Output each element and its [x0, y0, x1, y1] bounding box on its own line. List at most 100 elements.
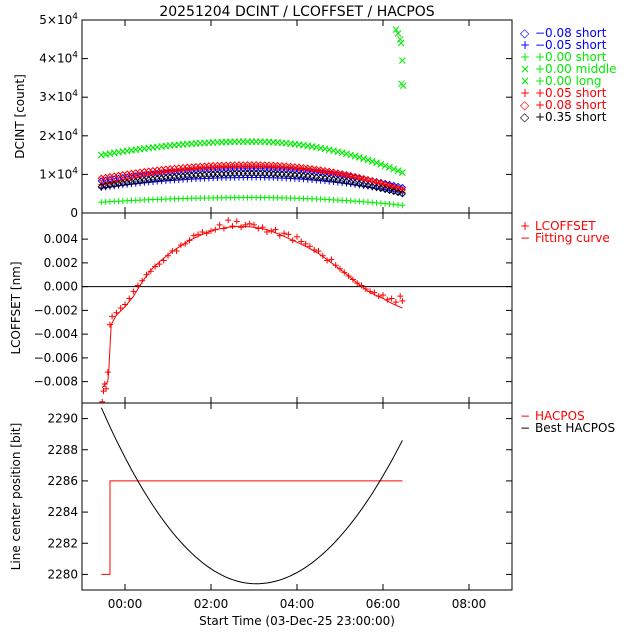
data-point — [397, 39, 405, 47]
plot-frame — [81, 19, 513, 214]
y-tick-label: 2284 — [47, 505, 78, 519]
legend-label: +0.08 short — [535, 98, 607, 112]
data-point — [398, 189, 407, 198]
data-point — [246, 220, 253, 227]
y-tick-label: 4×104 — [39, 51, 78, 66]
x-axis-label: Start Time (03-Dec-25 23:00:00) — [199, 614, 395, 628]
data-point — [325, 167, 333, 176]
legend-label: +0.05 short — [535, 86, 607, 100]
data-point — [233, 218, 240, 225]
data-point — [325, 175, 333, 183]
panel-3: 2280 2282 2284 2286 2288 2290 Line center posi… — [9, 402, 615, 591]
x-tick-label: 06:00 — [366, 597, 401, 611]
legend-label: −0.08 short — [535, 26, 607, 40]
legend-marker: − — [520, 409, 530, 423]
data-point — [347, 171, 355, 180]
legend-marker: × — [520, 62, 530, 76]
data-point — [360, 155, 368, 162]
data-point — [399, 82, 407, 89]
data-point — [399, 297, 406, 304]
data-point — [377, 179, 385, 187]
data-point — [342, 170, 351, 179]
data-point — [392, 299, 399, 306]
y-tick-label: 0.004 — [44, 232, 78, 246]
y-tick-label: −0.004 — [34, 327, 78, 341]
series-2 — [100, 407, 403, 585]
x-axis-ticks: 00:00 02:00 04:00 06:00 08:00 — [108, 597, 487, 611]
data-point — [324, 257, 331, 264]
data-point — [312, 165, 321, 174]
y-tick-label: 1×104 — [39, 166, 78, 181]
series-2 — [101, 225, 403, 388]
data-point — [381, 185, 389, 194]
y-tick-label: 2282 — [47, 536, 78, 550]
data-point — [373, 159, 380, 167]
x-tick-label: 04:00 — [280, 597, 315, 611]
data-point — [399, 202, 406, 209]
series-1 — [99, 217, 406, 403]
legend: + LCOFFSET− Fitting curve — [520, 219, 610, 245]
data-point — [101, 381, 108, 387]
data-point — [147, 268, 154, 275]
y-axis-label: Line center position [bit] — [9, 423, 23, 571]
y-tick-label: −0.002 — [34, 303, 78, 317]
data-point — [316, 174, 325, 182]
data-point — [394, 188, 402, 197]
data-point — [347, 178, 355, 187]
legend-label: Fitting curve — [535, 231, 610, 245]
data-point — [117, 305, 124, 311]
data-point — [398, 186, 407, 194]
data-point — [304, 164, 312, 172]
data-point — [334, 176, 342, 184]
data-point — [304, 172, 312, 181]
legend-label: +0.35 short — [535, 110, 607, 124]
data-point — [347, 151, 355, 159]
plot-area — [82, 217, 512, 403]
data-point — [104, 369, 111, 376]
legend: − HACPOS− Best HACPOS — [520, 409, 615, 435]
y-tick-label: 3×104 — [39, 89, 78, 104]
data-point — [388, 295, 395, 302]
data-point — [317, 144, 325, 152]
data-point — [225, 217, 232, 224]
data-point — [338, 149, 346, 157]
data-point — [385, 186, 394, 195]
data-point — [321, 174, 329, 183]
data-point — [321, 166, 329, 175]
data-point — [351, 179, 359, 187]
data-point — [319, 252, 326, 259]
y-axis-label: LCOFFSET [nm] — [9, 261, 23, 354]
data-point — [190, 232, 197, 239]
legend-marker: × — [520, 74, 530, 88]
y-tick-label: −0.008 — [34, 375, 78, 389]
data-point — [390, 183, 398, 191]
y-tick-label: 2290 — [47, 412, 78, 426]
data-point — [329, 175, 338, 184]
data-point — [377, 184, 385, 193]
y-tick-label: −0.006 — [34, 351, 78, 365]
series-line — [101, 225, 403, 388]
series-5 — [97, 26, 407, 176]
data-point — [103, 385, 110, 392]
data-point — [380, 291, 386, 298]
data-point — [312, 173, 321, 182]
data-point — [329, 168, 338, 176]
series-3 — [98, 194, 406, 209]
data-point — [332, 262, 339, 269]
data-point — [330, 147, 337, 155]
legend-label: +0.00 long — [535, 74, 602, 88]
data-point — [342, 177, 351, 186]
data-point — [298, 238, 305, 245]
y-tick-label: 0.000 — [44, 280, 78, 294]
data-point — [358, 282, 365, 289]
data-point — [338, 170, 346, 178]
legend-marker: + — [520, 219, 530, 233]
data-point — [334, 148, 342, 156]
data-point — [109, 313, 116, 320]
legend-label: +0.00 short — [535, 50, 607, 64]
data-point — [285, 231, 292, 238]
data-point — [392, 26, 400, 34]
data-point — [364, 156, 372, 164]
panel-2: −0.008 −0.006 −0.004 −0.002 0.000 0.002 0.004 L… — [9, 212, 610, 404]
